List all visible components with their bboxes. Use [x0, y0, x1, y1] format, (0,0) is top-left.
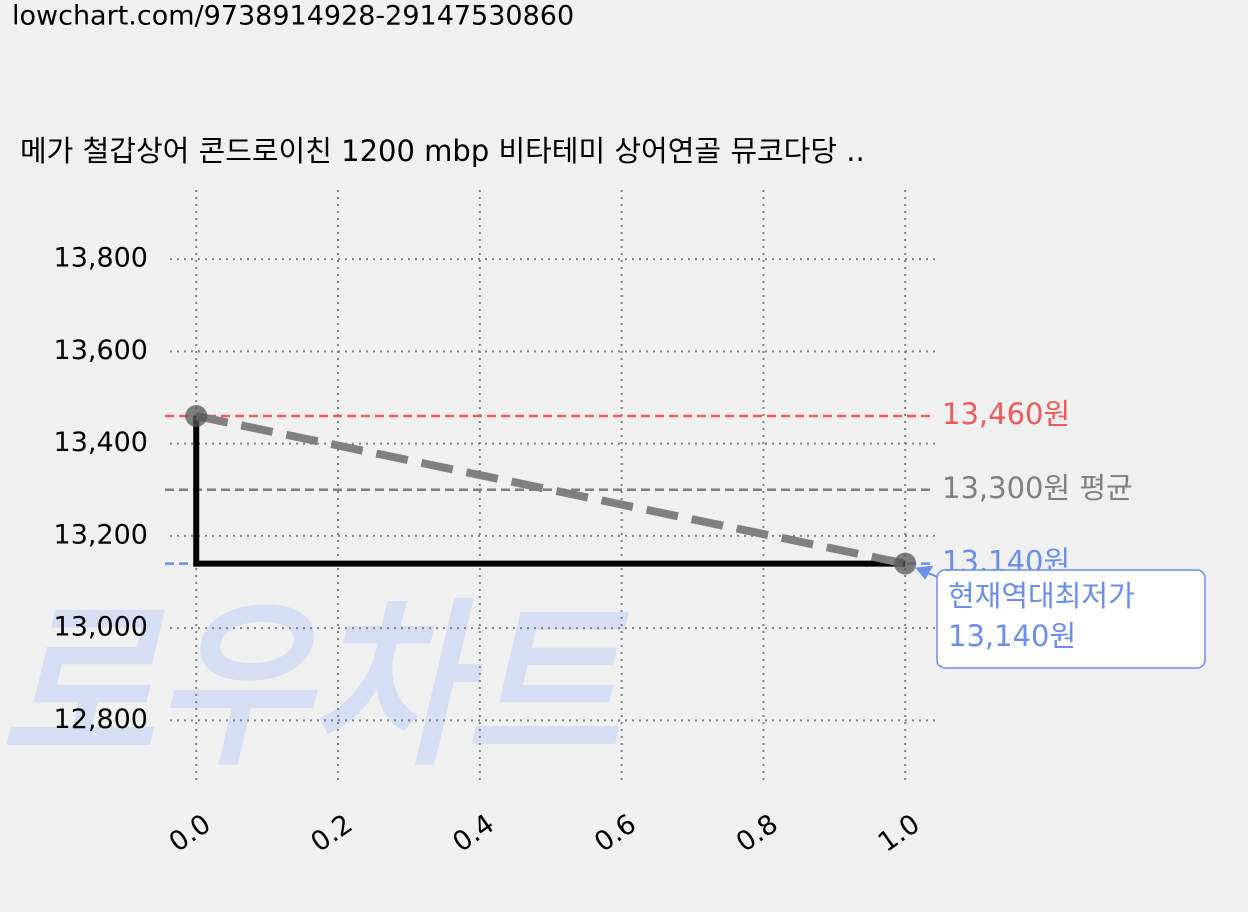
y-tick-label: 12,800: [54, 704, 148, 735]
series-line: [193, 416, 906, 567]
reference-label: 13,300원 평균: [942, 471, 1133, 505]
y-tick-label: 13,000: [54, 612, 148, 643]
annotation-text: 13,140원: [948, 619, 1076, 653]
y-tick-label: 13,400: [54, 427, 148, 458]
annotation-box: [936, 569, 1206, 669]
url: lowchart.com/9738914928-29147530860: [12, 1, 574, 32]
annotation-text: 현재역대최저가: [948, 579, 1135, 613]
reference-label: 13,460원: [942, 397, 1070, 431]
watermark: 로우차트: [0, 583, 630, 790]
y-tick-label: 13,600: [54, 335, 148, 366]
y-tick-label: 13,800: [54, 243, 148, 274]
point-marker: [185, 405, 208, 428]
point-marker: [894, 552, 917, 575]
series-line: [195, 412, 907, 568]
y-tick-label: 13,200: [54, 519, 148, 550]
chart-title: 메가 철갑상어 콘드로이친 1200 mbp 비타테미 상어연골 뮤코다당 ..: [20, 134, 865, 168]
annotation-arrowhead: [915, 565, 934, 580]
